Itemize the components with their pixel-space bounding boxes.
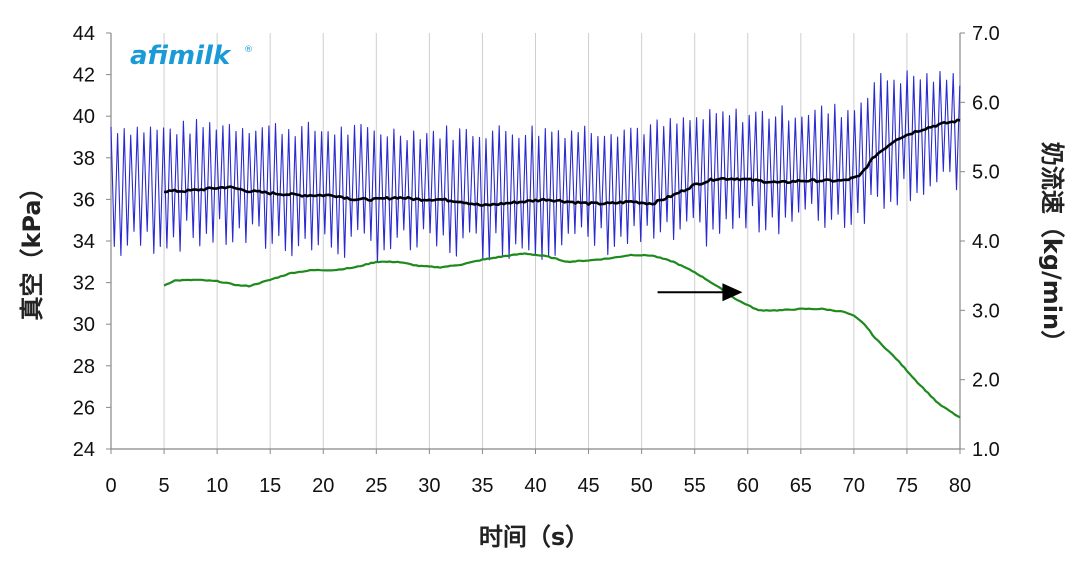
x-tick-label: 50 bbox=[631, 475, 653, 497]
y-left-tick-label: 42 bbox=[73, 65, 95, 87]
y-right-tick-label: 6.0 bbox=[972, 92, 1000, 114]
x-tick-label: 80 bbox=[949, 475, 971, 497]
annotations bbox=[657, 283, 743, 302]
y-right-tick-label: 2.0 bbox=[972, 370, 1000, 392]
y-left-tick-label: 40 bbox=[73, 106, 95, 128]
x-tick-label: 65 bbox=[790, 475, 812, 497]
mean-vacuum-line bbox=[164, 118, 961, 207]
x-tick-label: 55 bbox=[684, 475, 706, 497]
x-tick-label: 5 bbox=[159, 475, 170, 497]
x-tick-label: 35 bbox=[471, 475, 493, 497]
y-left-tick-label: 24 bbox=[73, 439, 95, 461]
x-tick-label: 60 bbox=[737, 475, 759, 497]
y-axis-right-title: 奶流速（kg/min） bbox=[1038, 142, 1066, 354]
x-tick-label: 70 bbox=[843, 475, 865, 497]
y-right-tick-label: 5.0 bbox=[972, 162, 1000, 184]
y-right-tick-label: 3.0 bbox=[972, 300, 1000, 322]
y-axis-left-title: 真空（kPa） bbox=[18, 175, 46, 320]
y-left-tick-label: 28 bbox=[73, 356, 95, 378]
y-right-tick-label: 7.0 bbox=[972, 23, 1000, 45]
arrow-head bbox=[722, 283, 743, 302]
x-axis-title: 时间（s） bbox=[479, 523, 589, 551]
tick-labels: 0 5 10 15 20 25 30 35 40 45 50 55 60 65 70 75 80 24 26 28 30… bbox=[73, 23, 1000, 497]
logo-registered-mark: ® bbox=[244, 45, 253, 55]
y-left-tick-label: 32 bbox=[73, 273, 95, 295]
y-right-tick-label: 1.0 bbox=[972, 439, 1000, 461]
y-right-tick-label: 4.0 bbox=[972, 231, 1000, 253]
mean-vacuum-series bbox=[164, 118, 961, 207]
logo: afimilk ® bbox=[130, 41, 253, 71]
x-tick-label: 25 bbox=[365, 475, 387, 497]
x-tick-label: 40 bbox=[524, 475, 546, 497]
x-tick-label: 0 bbox=[105, 475, 116, 497]
y-left-tick-label: 26 bbox=[73, 397, 95, 419]
x-tick-label: 10 bbox=[206, 475, 228, 497]
y-left-tick-label: 30 bbox=[73, 314, 95, 336]
y-left-tick-label: 34 bbox=[73, 231, 95, 253]
milk-flow-series bbox=[163, 252, 961, 419]
x-tick-label: 15 bbox=[259, 475, 281, 497]
y-left-tick-label: 36 bbox=[73, 189, 95, 211]
x-tick-label: 45 bbox=[577, 475, 599, 497]
x-tick-label: 75 bbox=[896, 475, 918, 497]
x-tick-label: 30 bbox=[418, 475, 440, 497]
axes bbox=[106, 32, 965, 454]
x-tick-label: 20 bbox=[312, 475, 334, 497]
y-left-tick-label: 38 bbox=[73, 148, 95, 170]
milk-flow-line bbox=[163, 252, 961, 419]
y-left-tick-label: 44 bbox=[73, 23, 95, 45]
logo-text: afimilk bbox=[130, 41, 232, 71]
grid bbox=[110, 33, 961, 449]
